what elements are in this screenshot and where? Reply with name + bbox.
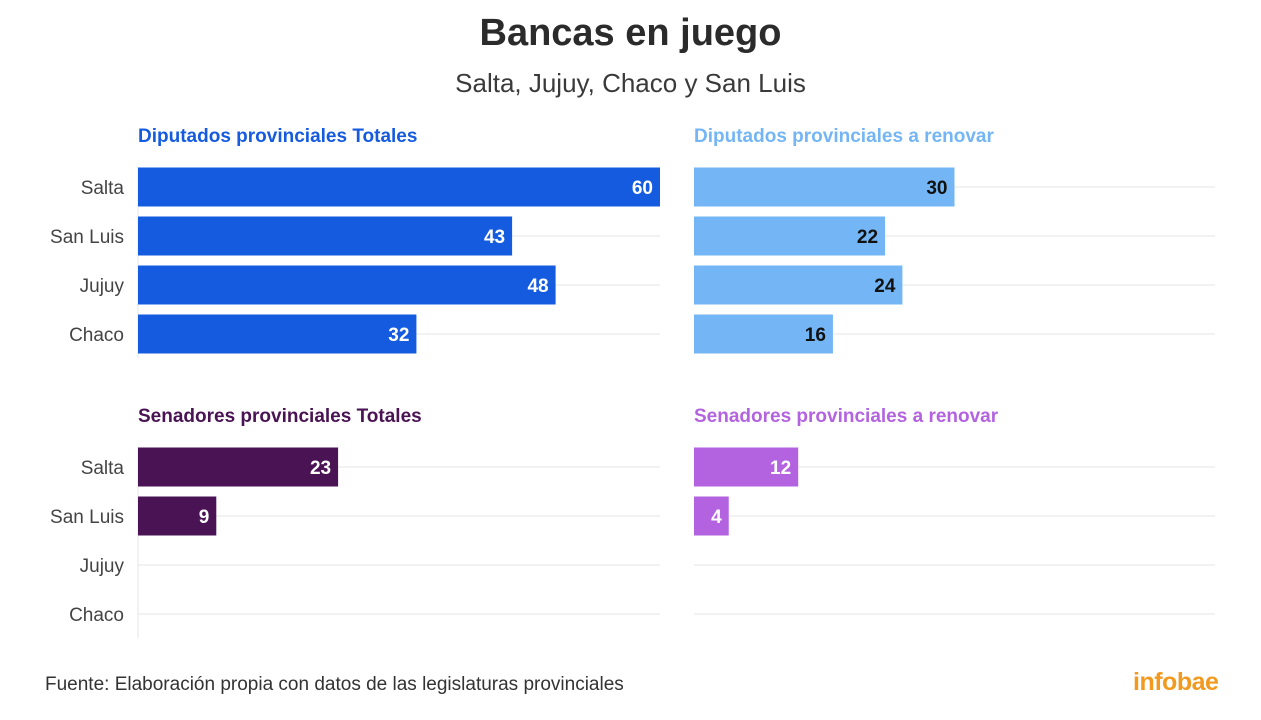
category-label: Chaco (69, 325, 124, 346)
bar (694, 167, 955, 207)
infobae-logo: infobae (1133, 668, 1219, 696)
bar (694, 447, 799, 487)
bar-value-label: 4 (711, 507, 722, 528)
bar-value-label: 43 (484, 227, 505, 248)
panel-title: Senadores provinciales Totales (138, 406, 422, 427)
bar-value-label: 9 (199, 507, 210, 528)
bar (138, 447, 339, 487)
bar-value-label: 12 (770, 458, 791, 479)
bar-value-label: 24 (874, 276, 896, 297)
bar (694, 496, 729, 536)
bar (694, 216, 886, 256)
category-label: San Luis (50, 507, 124, 528)
bar (138, 216, 513, 256)
bar-value-label: 22 (857, 227, 878, 248)
bar (138, 496, 217, 536)
bar (694, 265, 903, 305)
bar-value-label: 60 (632, 178, 653, 199)
panel-title: Diputados provinciales a renovar (694, 126, 994, 147)
category-label: Jujuy (80, 276, 125, 297)
bar (138, 167, 660, 207)
bar-value-label: 30 (926, 178, 947, 199)
category-label: San Luis (50, 227, 124, 248)
category-label: Chaco (69, 605, 124, 626)
bar-value-label: 16 (805, 325, 826, 346)
source-note: Fuente: Elaboración propia con datos de … (45, 674, 624, 695)
panel-title: Senadores provinciales a renovar (694, 406, 999, 427)
chart-title: Bancas en juego (479, 12, 782, 54)
bar-value-label: 32 (388, 325, 409, 346)
panel-title: Diputados provinciales Totales (138, 126, 417, 147)
bar (694, 314, 833, 354)
category-label: Salta (81, 458, 125, 479)
chart-subtitle: Salta, Jujuy, Chaco y San Luis (455, 68, 806, 98)
bar-value-label: 23 (310, 458, 331, 479)
bar-value-label: 48 (527, 276, 548, 297)
bar (138, 314, 417, 354)
bar (138, 265, 556, 305)
category-label: Salta (81, 178, 125, 199)
category-label: Jujuy (80, 556, 125, 577)
